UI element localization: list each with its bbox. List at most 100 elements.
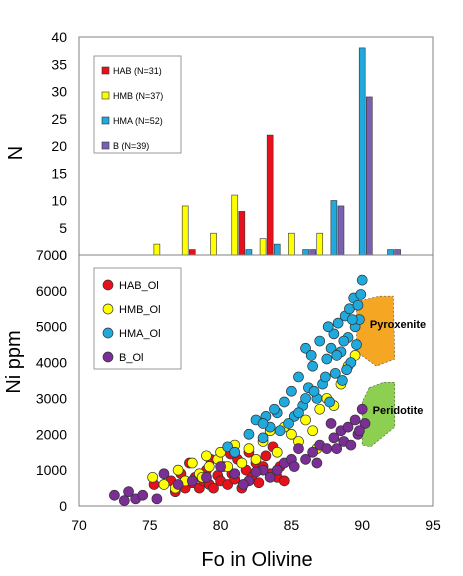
scatter-point (118, 495, 130, 506)
scatter-chart: 0 1000 2000 3000 4000 5000 6000 7000 70 75 80 85 90… (3, 247, 441, 571)
scatter-point (351, 339, 362, 350)
scatter-point (320, 371, 331, 383)
histogram-bar (181, 205, 189, 256)
scatter-point (186, 475, 198, 487)
histogram-legend: HAB (N=31) HMB (N=37) HMA (N=52) B (N=39) (93, 55, 182, 154)
scatter-point (321, 353, 333, 365)
histogram-bar (337, 205, 345, 256)
histogram-y-axis-label: N (5, 146, 27, 160)
scatter-point (331, 350, 343, 361)
scatter-x-tick-label: 85 (284, 517, 300, 533)
scatter-point (286, 428, 297, 440)
scatter-point (325, 342, 337, 354)
scatter-x-axis-label: Fo in Olivine (201, 549, 312, 571)
scatter-point (201, 450, 212, 462)
histogram-legend-swatch (101, 141, 110, 150)
scatter-point (321, 443, 333, 454)
scatter-point (349, 414, 361, 426)
scatter-point (269, 403, 280, 415)
scatter-point (331, 443, 343, 454)
scatter-point (328, 432, 340, 444)
scatter-point (305, 350, 317, 361)
scatter-point (283, 418, 294, 429)
histogram-bar (288, 232, 295, 256)
histogram-y-tick-label: 35 (51, 56, 67, 72)
scatter-x-tick-label: 95 (425, 517, 441, 533)
scatter-points: Pyroxenite Peridotite (109, 274, 426, 506)
scatter-x-tick-labels: 70 75 80 85 90 95 (71, 517, 441, 533)
scatter-point (314, 403, 326, 415)
scatter-point (222, 441, 234, 453)
scatter-point (337, 375, 348, 386)
histogram-bar (231, 194, 239, 256)
histogram-legend-swatch (101, 116, 110, 125)
scatter-point (328, 328, 340, 340)
histogram-bar (153, 243, 161, 256)
scatter-point (341, 364, 352, 376)
histogram-y-tick-label: 0 (59, 247, 67, 263)
scatter-point (229, 446, 241, 458)
scatter-point (288, 461, 300, 472)
scatter-point (311, 457, 323, 469)
scatter-legend-marker (102, 351, 114, 363)
histogram-y-tick-label: 5 (59, 220, 67, 236)
scatter-point (342, 421, 354, 433)
scatter-point (264, 471, 276, 483)
histogram-bar (330, 200, 338, 256)
scatter-point (293, 371, 304, 383)
scatter-x-tick-label: 70 (71, 517, 87, 533)
scatter-y-tick-label: 1000 (36, 462, 67, 478)
scatter-point (236, 457, 248, 469)
histogram-legend-label: HAB (N=31) (113, 66, 162, 76)
histogram-bar (309, 249, 316, 256)
histogram-y-tick-label: 10 (51, 193, 67, 209)
scatter-point (172, 479, 184, 490)
scatter-point (325, 418, 337, 429)
scatter-y-tick-label: 3000 (36, 390, 67, 406)
scatter-point (293, 407, 304, 419)
scatter-point (346, 314, 358, 325)
scatter-legend-label: B_Ol (119, 352, 143, 364)
scatter-point (243, 428, 255, 440)
histogram-bar (273, 243, 281, 256)
scatter-legend-label: HMB_Ol (119, 304, 161, 316)
histogram-bar (210, 232, 217, 256)
histogram-legend-label: HMB (N=37) (113, 91, 163, 101)
scatter-point (237, 479, 249, 490)
scatter-point (109, 489, 120, 501)
scatter-point (307, 446, 318, 458)
scatter-point (253, 477, 265, 489)
histogram-y-tick-label: 20 (51, 138, 67, 154)
scatter-point (356, 274, 368, 286)
histogram-bar (302, 249, 309, 256)
rock-field-polygon (361, 381, 396, 448)
histogram-bar (316, 232, 324, 256)
scatter-point (307, 360, 318, 372)
scatter-point (274, 425, 286, 437)
scatter-legend: HAB_Ol HMB_Ol HMA_Ol B_Ol (93, 267, 182, 370)
scatter-legend-marker (102, 303, 114, 315)
histogram-y-tick-label: 40 (51, 29, 67, 45)
scatter-point (215, 446, 226, 458)
scatter-x-tick-label: 80 (213, 517, 229, 533)
histogram-bar (238, 211, 246, 256)
histogram-bar (245, 249, 253, 256)
scatter-legend-label: HAB_Ol (119, 280, 159, 292)
scatter-point (257, 418, 269, 429)
histogram-legend-swatch (101, 91, 110, 100)
scatter-point (314, 335, 326, 347)
scatter-legend-marker (102, 279, 114, 291)
scatter-point (322, 321, 334, 333)
histogram-bar (266, 134, 274, 256)
scatter-point (250, 454, 262, 465)
scatter-y-tick-label: 4000 (36, 355, 67, 371)
histogram-legend-swatch (101, 66, 110, 75)
scatter-point (271, 464, 283, 476)
scatter-point (352, 299, 364, 311)
rock-type-fields (356, 295, 396, 448)
scatter-y-tick-label: 2000 (36, 426, 67, 442)
scatter-plot-frame (78, 254, 434, 507)
scatter-point (300, 454, 311, 465)
histogram-y-tick-label: 30 (51, 84, 67, 100)
